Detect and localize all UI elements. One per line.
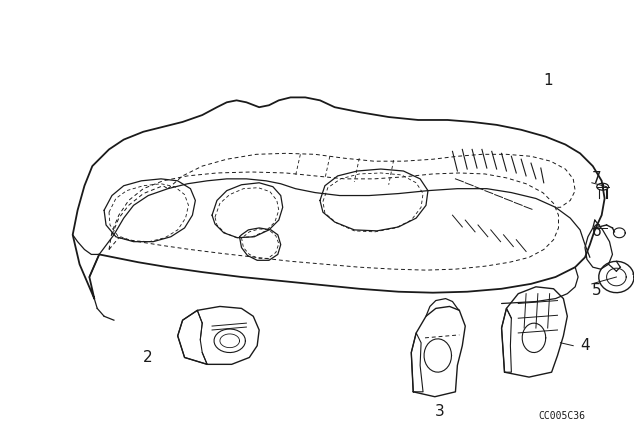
Text: CC005C36: CC005C36 bbox=[538, 411, 585, 421]
Text: 6: 6 bbox=[592, 224, 602, 239]
Text: 1: 1 bbox=[544, 73, 554, 88]
Text: 4: 4 bbox=[580, 338, 589, 353]
Text: 7: 7 bbox=[592, 171, 602, 186]
Text: 2: 2 bbox=[143, 350, 153, 365]
Text: 5: 5 bbox=[592, 283, 602, 298]
Text: 3: 3 bbox=[435, 404, 445, 419]
